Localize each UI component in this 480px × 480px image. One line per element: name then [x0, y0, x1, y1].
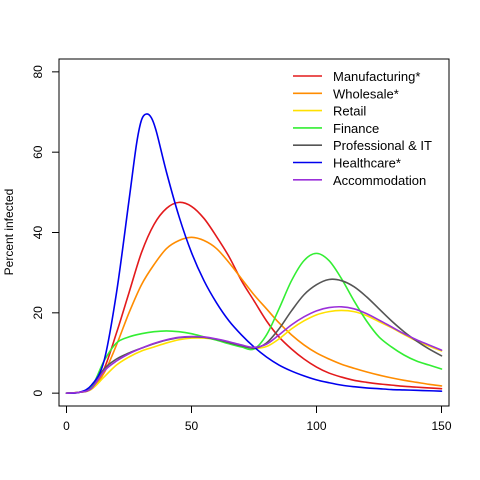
legend-label: Wholesale* [333, 86, 399, 101]
legend-label: Retail [333, 104, 366, 119]
legend-label: Accommodation [333, 173, 426, 188]
legend: Manufacturing* Wholesale* Retail Finance Pro… [293, 69, 432, 188]
y-tick-label: 0 [31, 389, 45, 396]
series-line-accommodation [65, 305, 443, 394]
y-tick-label: 20 [31, 306, 45, 320]
series-line-healthcare [65, 113, 443, 394]
legend-label: Manufacturing* [333, 69, 420, 84]
x-tick-label: 50 [185, 419, 199, 433]
legend-label: Finance [333, 121, 379, 136]
legend-label: Professional & IT [333, 138, 432, 153]
x-tick-label: 0 [63, 419, 70, 433]
y-tick-label: 60 [31, 145, 45, 159]
y-axis-title: Percent infected [2, 189, 16, 276]
x-tick-label: 150 [431, 419, 451, 433]
axis-layer: 0 50 100 150 0 20 40 60 80 [31, 65, 452, 433]
series-layer [65, 113, 443, 394]
y-tick-label: 80 [31, 65, 45, 79]
series-line-wholesale [65, 236, 443, 394]
series-line-manufacturing [65, 201, 443, 394]
legend-label: Healthcare* [333, 156, 401, 171]
y-tick-label: 40 [31, 226, 45, 240]
x-tick-label: 100 [306, 419, 326, 433]
